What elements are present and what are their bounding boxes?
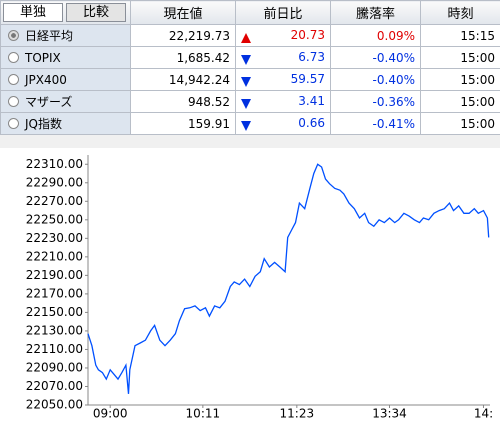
trend-arrow bbox=[241, 55, 251, 65]
rate-cell: -0.40% bbox=[330, 68, 421, 91]
price: 1,685.42 bbox=[176, 50, 230, 65]
price: 948.52 bbox=[188, 94, 230, 109]
change-cell: 6.73 bbox=[235, 46, 331, 69]
price: 159.91 bbox=[188, 116, 230, 131]
rate: -0.40% bbox=[372, 50, 415, 65]
change: 6.73 bbox=[298, 50, 325, 64]
change-cell: 3.41 bbox=[235, 90, 331, 113]
price-cell: 948.52 bbox=[130, 90, 236, 113]
price-cell: 1,685.42 bbox=[130, 46, 236, 69]
x-tick-label: 10:11 bbox=[186, 407, 221, 421]
chart: 22050.00 22070.00 22090.00 22110.00 22130.00… bbox=[0, 148, 500, 433]
tab-group: 単独 比較 bbox=[0, 0, 131, 25]
price: 14,942.24 bbox=[168, 72, 230, 87]
quote-table: 単独 比較 現在値 前日比 騰落率 時刻 日経平均 22,219.73 20.73 0.09%… bbox=[0, 0, 500, 135]
rate: -0.41% bbox=[372, 116, 415, 131]
trend-arrow bbox=[241, 33, 251, 43]
rate-cell: -0.41% bbox=[330, 112, 421, 135]
index-name-cell: JQ指数 bbox=[0, 112, 131, 135]
change-cell: 0.66 bbox=[235, 112, 331, 135]
rate: -0.36% bbox=[372, 94, 415, 109]
rate: -0.40% bbox=[372, 72, 415, 87]
y-tick-label: 22050.00 bbox=[26, 398, 83, 412]
price-cell: 22,219.73 bbox=[130, 24, 236, 47]
quote-row[interactable]: 日経平均 22,219.73 20.73 0.09% 15:15 bbox=[0, 24, 500, 47]
time-cell: 15:15 bbox=[420, 24, 500, 47]
y-tick-label: 22270.00 bbox=[26, 194, 83, 208]
change-cell: 59.57 bbox=[235, 68, 331, 91]
time-cell: 15:00 bbox=[420, 90, 500, 113]
y-tick-label: 22150.00 bbox=[26, 305, 83, 319]
quote-row[interactable]: JQ指数 159.91 0.66 -0.41% 15:00 bbox=[0, 112, 500, 135]
time: 15:15 bbox=[460, 28, 495, 43]
index-name: TOPIX bbox=[25, 50, 61, 65]
y-tick-label: 22230.00 bbox=[26, 231, 83, 245]
price-cell: 14,942.24 bbox=[130, 68, 236, 91]
index-name: 日経平均 bbox=[25, 29, 74, 43]
change: 0.66 bbox=[298, 116, 325, 130]
y-tick-label: 22110.00 bbox=[26, 342, 83, 356]
y-tick-label: 22090.00 bbox=[26, 360, 83, 374]
rate: 0.09% bbox=[376, 28, 415, 43]
y-tick-label: 22190.00 bbox=[26, 268, 83, 282]
x-tick-label: 13:34 bbox=[372, 407, 407, 421]
quote-row[interactable]: TOPIX 1,685.42 6.73 -0.40% 15:00 bbox=[0, 46, 500, 69]
x-tick-label: 14: bbox=[474, 407, 493, 421]
tab[interactable]: 比較 bbox=[66, 3, 126, 22]
time: 15:00 bbox=[460, 72, 495, 87]
x-tick-label: 11:23 bbox=[280, 407, 315, 421]
y-tick-label: 22290.00 bbox=[26, 175, 83, 189]
index-name: マザーズ bbox=[25, 95, 73, 109]
x-tick-label: 09:00 bbox=[93, 407, 128, 421]
index-name-cell: 日経平均 bbox=[0, 24, 131, 47]
tab[interactable]: 単独 bbox=[3, 3, 63, 22]
time: 15:00 bbox=[460, 94, 495, 109]
index-name: JPX400 bbox=[25, 72, 67, 87]
trend-arrow bbox=[241, 99, 251, 109]
quote-row[interactable]: JPX400 14,942.24 59.57 -0.40% 15:00 bbox=[0, 68, 500, 91]
radio-button[interactable] bbox=[8, 51, 19, 63]
rate-cell: -0.40% bbox=[330, 46, 421, 69]
column-header: 騰落率 bbox=[330, 0, 421, 25]
time: 15:00 bbox=[460, 50, 495, 65]
index-name-cell: TOPIX bbox=[0, 46, 131, 69]
y-tick-label: 22210.00 bbox=[26, 249, 83, 263]
column-header: 前日比 bbox=[235, 0, 331, 25]
time-cell: 15:00 bbox=[420, 112, 500, 135]
y-tick-label: 22310.00 bbox=[26, 157, 83, 171]
y-tick-label: 22250.00 bbox=[26, 212, 83, 226]
change: 20.73 bbox=[290, 28, 325, 42]
change: 59.57 bbox=[290, 72, 325, 86]
column-header: 現在値 bbox=[130, 0, 236, 25]
y-tick-label: 22070.00 bbox=[26, 379, 83, 393]
y-tick-label: 22170.00 bbox=[26, 286, 83, 300]
radio-button[interactable] bbox=[8, 118, 19, 129]
time-cell: 15:00 bbox=[420, 68, 500, 91]
radio-button[interactable] bbox=[8, 96, 19, 107]
price-cell: 159.91 bbox=[130, 112, 236, 135]
radio-button[interactable] bbox=[8, 30, 19, 41]
time: 15:00 bbox=[460, 116, 495, 131]
column-header: 時刻 bbox=[420, 0, 500, 25]
trend-arrow bbox=[241, 121, 251, 131]
header-row: 単独 比較 現在値 前日比 騰落率 時刻 bbox=[0, 0, 500, 25]
trend-arrow bbox=[241, 77, 251, 87]
index-name-cell: JPX400 bbox=[0, 68, 131, 91]
change-cell: 20.73 bbox=[235, 24, 331, 47]
y-tick-label: 22130.00 bbox=[26, 323, 83, 337]
rate-cell: -0.36% bbox=[330, 90, 421, 113]
radio-button[interactable] bbox=[8, 73, 19, 85]
time-cell: 15:00 bbox=[420, 46, 500, 69]
price: 22,219.73 bbox=[168, 28, 230, 43]
index-name: JQ指数 bbox=[25, 117, 62, 131]
index-name-cell: マザーズ bbox=[0, 90, 131, 113]
quote-row[interactable]: マザーズ 948.52 3.41 -0.36% 15:00 bbox=[0, 90, 500, 113]
price-line bbox=[87, 163, 490, 394]
change: 3.41 bbox=[298, 94, 325, 108]
rate-cell: 0.09% bbox=[330, 24, 421, 47]
